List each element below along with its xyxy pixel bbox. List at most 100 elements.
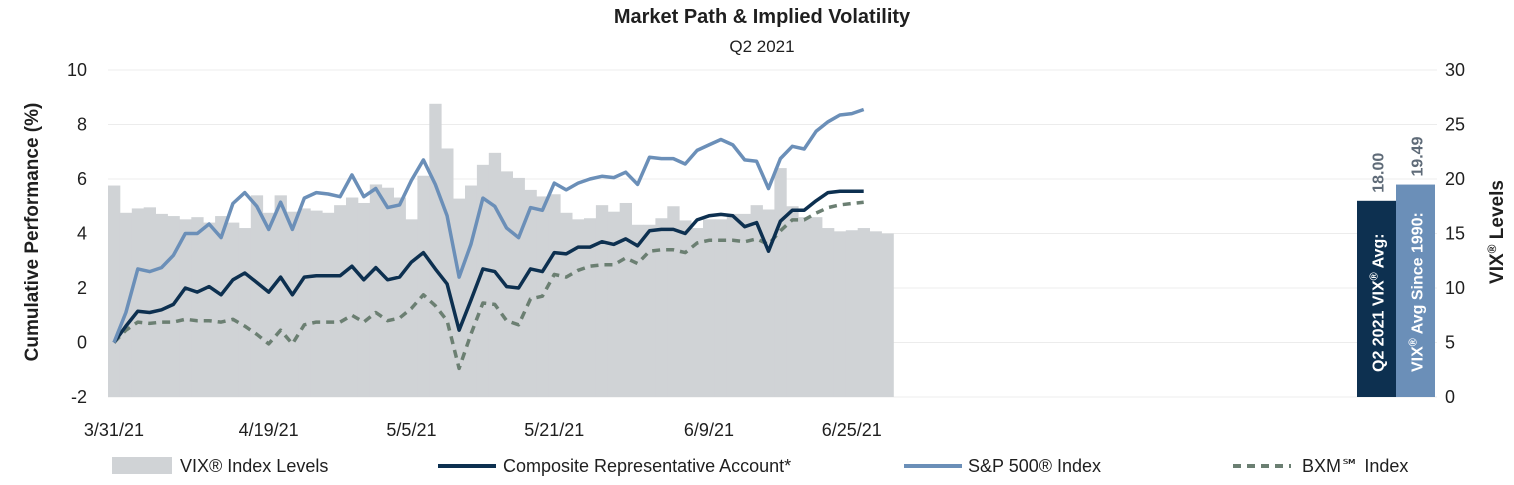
vix-bar (286, 211, 299, 397)
right-axis-ticks: 0 5 10 15 20 25 30 (1445, 60, 1465, 407)
vix-bar (703, 219, 716, 397)
left-tick-label: 4 (77, 224, 87, 244)
left-tick-label: 0 (77, 333, 87, 353)
vix-bar (131, 208, 145, 397)
vix-bar (822, 228, 835, 397)
legend-vix-swatch (112, 457, 172, 474)
right-tick-label: 5 (1445, 333, 1455, 353)
vix-bars (108, 103, 894, 397)
vix-bar (774, 168, 787, 397)
right-tick-label: 20 (1445, 169, 1465, 189)
vix-bar (334, 205, 347, 397)
average-bar-label-suffix: Avg Since 1990: (1410, 212, 1427, 338)
vix-bar (346, 197, 359, 397)
vix-bar (357, 202, 371, 397)
vix-bar (714, 219, 728, 397)
vix-bar (238, 228, 252, 397)
vix-bar (595, 205, 609, 397)
x-tick-label: 5/5/21 (386, 420, 436, 440)
right-tick-label: 0 (1445, 387, 1455, 407)
left-tick-label: 8 (77, 115, 87, 135)
vix-bar (191, 217, 204, 397)
vix-bar (441, 148, 454, 397)
legend-sp500-label: S&P 500® Index (968, 456, 1101, 476)
vix-bar (667, 206, 680, 397)
series-line (112, 189, 864, 344)
vix-bar (108, 185, 121, 397)
vix-bar (143, 207, 156, 397)
left-axis-ticks: -2 0 2 4 6 8 10 (67, 60, 87, 407)
average-bar-label-sup: ® (1408, 338, 1420, 346)
vix-bar (453, 198, 466, 397)
vix-bar (322, 212, 335, 397)
left-tick-label: 6 (77, 169, 87, 189)
right-axis-label-sup: ® (1485, 244, 1499, 253)
chart-title: Market Path & Implied Volatility (614, 6, 911, 28)
average-bar-label-sup: ® (1369, 272, 1381, 280)
vix-bar (381, 187, 394, 397)
vix-bar (227, 222, 240, 397)
vix-bar (607, 211, 621, 397)
vix-bar (524, 189, 537, 397)
vix-bar (655, 218, 668, 397)
average-bar-label: VIX® Avg Since 1990: (1408, 212, 1427, 372)
average-bar (1357, 200, 1396, 397)
vix-bar (762, 209, 775, 397)
series-line (112, 107, 865, 344)
right-tick-label: 15 (1445, 224, 1465, 244)
legend-bxm-label: BXM℠ Index (1302, 456, 1408, 476)
average-bar-label: Q2 2021 VIX® Avg: (1369, 233, 1388, 372)
vix-bar (857, 228, 870, 397)
series-line (112, 200, 864, 371)
vix-bar (619, 202, 632, 397)
average-bar-label-suffix: Avg: (1371, 233, 1388, 272)
vix-bar (881, 233, 894, 397)
average-bar-value: 18.00 (1371, 153, 1388, 193)
vix-bar (679, 220, 692, 397)
left-tick-label: -2 (71, 387, 87, 407)
vix-bar (167, 216, 180, 397)
vix-bar (548, 194, 561, 397)
vix-bar (393, 197, 406, 397)
vix-bar (584, 218, 597, 397)
right-tick-label: 25 (1445, 115, 1465, 135)
vix-bar (369, 184, 383, 397)
vix-bar (215, 216, 228, 397)
legend: VIX® Index Levels Composite Representati… (112, 456, 1408, 476)
average-bar-label-main: VIX (1410, 346, 1427, 372)
vix-bar (429, 103, 442, 397)
vix-bar (845, 230, 859, 397)
left-tick-label: 2 (77, 278, 87, 298)
vix-bar (810, 217, 823, 397)
right-axis-label-base: VIX (1487, 253, 1508, 284)
right-tick-label: 10 (1445, 278, 1465, 298)
vix-bar (262, 212, 275, 397)
right-tick-label: 30 (1445, 60, 1465, 80)
vix-bar (179, 219, 192, 397)
vix-bar (155, 213, 168, 397)
average-bar (1396, 184, 1435, 397)
vix-bar (738, 213, 751, 397)
x-tick-label: 3/31/21 (84, 420, 144, 440)
vix-bar (560, 212, 573, 397)
x-tick-label: 6/9/21 (684, 420, 734, 440)
left-axis-label: Cumulative Performance (%) (22, 103, 43, 362)
vix-bar (310, 210, 323, 397)
vix-bar (631, 224, 644, 397)
legend-composite-label: Composite Representative Account* (503, 456, 791, 476)
x-tick-label: 5/21/21 (524, 420, 584, 440)
x-tick-label: 6/25/21 (822, 420, 882, 440)
vix-bar (274, 195, 287, 397)
vix-bar (203, 222, 216, 397)
performance-lines (112, 107, 865, 371)
vix-bar (786, 206, 799, 397)
vix-bar (869, 231, 882, 397)
vix-bar (298, 208, 311, 397)
vix-bar (572, 219, 585, 397)
vix-bar (798, 217, 811, 397)
x-tick-label: 4/19/21 (239, 420, 299, 440)
average-bar-label-main: Q2 2021 VIX (1371, 280, 1388, 372)
right-axis-label: VIX® Levels (1485, 180, 1508, 284)
